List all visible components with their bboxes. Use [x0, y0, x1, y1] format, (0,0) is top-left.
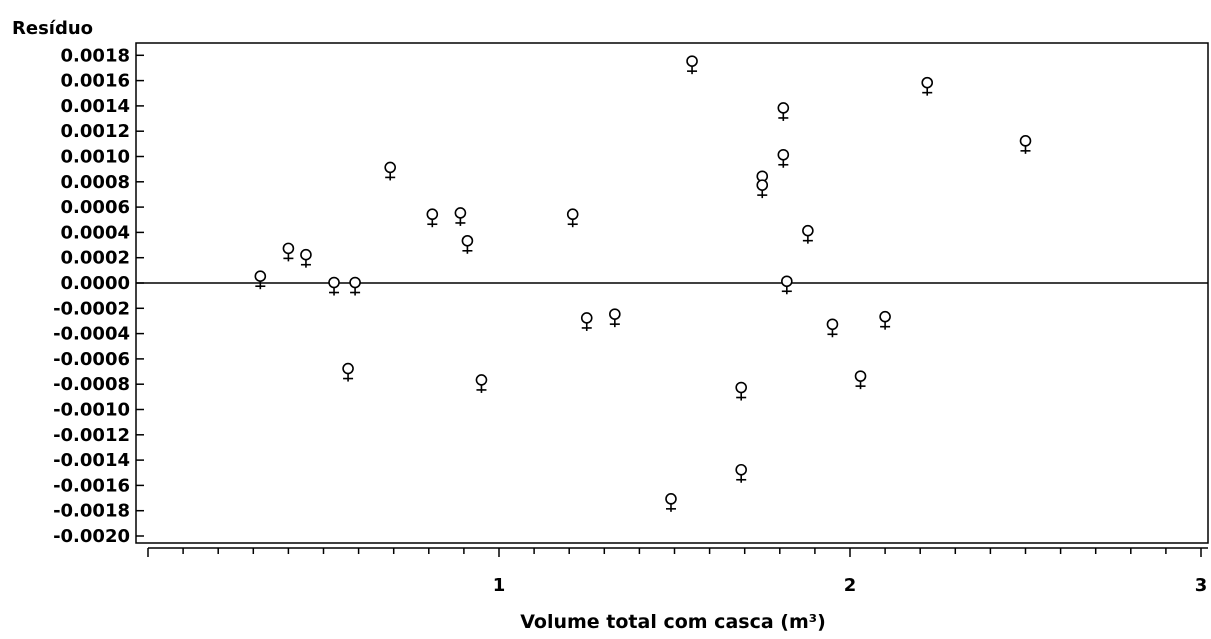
data-point: [328, 276, 340, 296]
data-point: [384, 161, 396, 181]
data-point: [879, 310, 891, 330]
y-tick-label: 0.0008: [61, 172, 130, 193]
data-point: [580, 312, 593, 331]
y-axis-label: Resíduo: [12, 18, 93, 39]
data-point: [921, 76, 934, 96]
y-tick-label: 0.0010: [61, 147, 130, 168]
y-tick-label: -0.0018: [53, 501, 130, 522]
data-point: [349, 276, 361, 296]
x-tick-label: 3: [1195, 575, 1208, 596]
data-point: [854, 370, 867, 390]
data-point: [609, 308, 621, 328]
y-tick-label: -0.0008: [53, 374, 130, 395]
data-point: [342, 362, 354, 382]
y-tick-label: -0.0020: [53, 526, 130, 547]
y-tick-label: -0.0010: [53, 400, 130, 421]
data-point: [781, 275, 793, 295]
data-points: [254, 55, 1032, 512]
y-tick-label: 0.0016: [61, 71, 130, 92]
y-tick-label: 0.0002: [61, 248, 130, 269]
data-point: [566, 208, 579, 228]
data-point: [826, 318, 839, 338]
y-tick-label: 0.0012: [61, 121, 130, 142]
y-tick-label: 0.0006: [61, 197, 130, 218]
y-tick-label: -0.0014: [53, 450, 130, 471]
x-axis-label: Volume total com casca (m³): [520, 611, 826, 633]
data-point: [686, 55, 698, 75]
y-tick-label: -0.0016: [53, 475, 130, 496]
y-tick-label: -0.0002: [53, 298, 130, 319]
data-point: [777, 102, 790, 121]
data-point: [282, 242, 295, 262]
y-tick-label: -0.0006: [53, 349, 130, 370]
data-point: [461, 234, 474, 254]
data-point: [1019, 135, 1032, 154]
data-point: [254, 270, 267, 290]
data-point: [300, 248, 312, 268]
y-tick-label: 0.0000: [61, 273, 130, 294]
y-tick-label: 0.0018: [61, 45, 130, 66]
x-tick-label: 2: [844, 575, 857, 596]
y-tick-label: 0.0004: [61, 222, 130, 243]
data-point: [777, 148, 790, 168]
y-tick-label: -0.0004: [53, 324, 130, 345]
data-point: [735, 463, 747, 483]
data-point: [475, 374, 488, 393]
plot-frame: [135, 42, 1209, 544]
y-tick-label: 0.0014: [61, 96, 130, 117]
data-point: [802, 224, 814, 244]
data-point: [454, 207, 467, 226]
data-point: [756, 179, 769, 199]
data-point: [665, 493, 677, 512]
y-axis: 0.0018 0.0016 0.0014 0.0012 0.0010 0.0008 0.00…: [53, 45, 144, 547]
y-tick-label: -0.0012: [53, 425, 130, 446]
data-point: [735, 381, 747, 401]
x-tick-label: 1: [493, 575, 506, 596]
data-point: [426, 208, 439, 228]
x-axis: 1 2 3: [147, 547, 1208, 596]
